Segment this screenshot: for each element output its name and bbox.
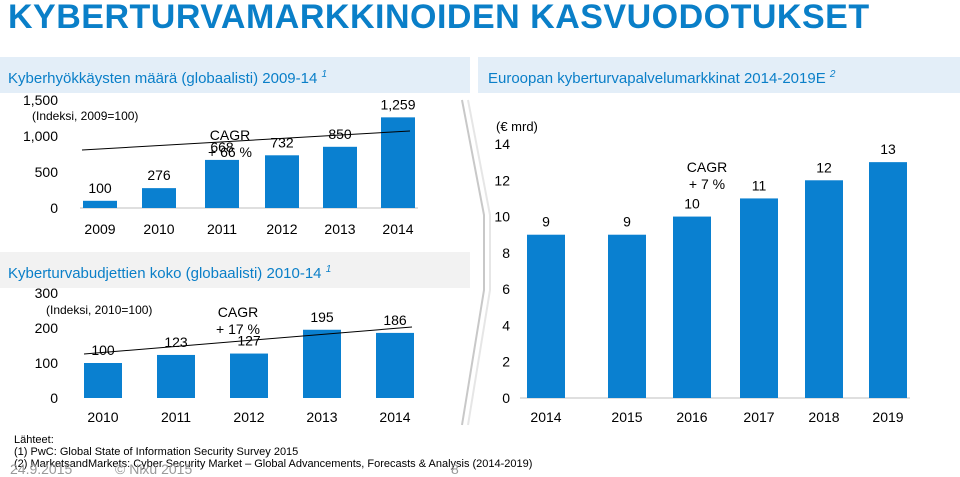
chart-attacks-category-label: 2014 (382, 221, 413, 237)
chart-budgets-category-label: 2014 (379, 409, 410, 425)
chart-attacks-bar (265, 155, 299, 208)
chart-budgets-bar (376, 332, 414, 398)
chart-budgets-y-tick: 0 (50, 390, 58, 406)
chart-budgets-y-tick: 200 (35, 320, 59, 336)
chart-europe-bar (869, 162, 907, 398)
chart-budgets-value-label: 186 (383, 312, 407, 328)
chart-europe-value-label: 11 (752, 177, 767, 193)
header-budgets: Kyberturvabudjettien koko (globaalisti) … (0, 252, 470, 288)
chart-budgets-category-label: 2011 (161, 409, 191, 425)
header-budgets-footnote: 1 (325, 264, 332, 275)
chart-attacks-value-label: 668 (210, 139, 234, 155)
chart-europe-y-tick: 12 (494, 172, 510, 188)
chart-attacks-category-label: 2011 (207, 221, 237, 237)
chart-attacks-y-tick: 1,000 (23, 128, 58, 144)
chart-attacks-cagr-title: CAGR (210, 127, 250, 143)
chart-budgets-bar (230, 353, 268, 398)
chart-europe-value-label: 9 (542, 214, 550, 230)
chart-europe-y-tick: 8 (502, 245, 510, 261)
source-1: (1) PwC: Global State of Information Sec… (14, 446, 299, 458)
panel-divider (461, 99, 485, 426)
chart-attacks-category-label: 2013 (324, 221, 355, 237)
chart-europe-cagr-value: + 7 % (689, 176, 725, 192)
chart-europe-category-label: 2019 (872, 409, 903, 425)
chart-europe-value-label: 10 (684, 196, 700, 212)
chart-budgets-value-label: 195 (310, 309, 334, 325)
panel-divider-shadow (467, 99, 491, 426)
chart-attacks-bar (323, 146, 357, 208)
header-attacks-label: Kyberhyökkäysten määrä (globaalisti) 200… (8, 70, 318, 87)
chart-attacks-cagr-value: + 66 % (208, 144, 252, 160)
chart-attacks-bar (142, 188, 176, 208)
footer-date: 24.9.2015 (10, 461, 73, 477)
chart-europe-bar (740, 198, 778, 398)
page-title: KYBERTURVAMARKKINOIDEN KASVUODOTUKSET (8, 0, 870, 36)
chart-attacks-y-tick: 0 (50, 200, 58, 216)
source-2: (2) MarketsandMarkets: Cyber Security Ma… (14, 458, 533, 470)
chart-budgets-bar (157, 354, 195, 398)
header-europe-market: Euroopan kyberturvapalvelumarkkinat 2014… (478, 57, 960, 93)
chart-budgets-category-label: 2012 (233, 409, 264, 425)
chart-budgets-bar (303, 329, 341, 398)
header-attacks: Kyberhyökkäysten määrä (globaalisti) 200… (0, 57, 470, 93)
chart-europe-y-tick: 10 (494, 209, 510, 225)
chart-attacks-value-label: 732 (270, 134, 294, 150)
chart-europe-bar (673, 216, 711, 398)
chart-europe-y-tick: 6 (502, 281, 510, 297)
chart-europe-y-tick: 2 (502, 354, 510, 370)
chart-budgets-cagr-title: CAGR (218, 304, 258, 320)
chart-europe-bar (805, 180, 843, 398)
chart-attacks-value-label: 100 (88, 180, 112, 196)
chart-europe-bar (608, 234, 646, 398)
header-budgets-label: Kyberturvabudjettien koko (globaalisti) … (8, 265, 322, 282)
chart-budgets-y-tick: 300 (35, 285, 59, 301)
chart-europe-value-label: 13 (880, 141, 896, 157)
chart-budgets-cagr-arrow (83, 326, 413, 355)
chart-attacks-bar (205, 159, 239, 208)
chart-budgets-cagr-value: + 17 % (216, 321, 260, 337)
chart-attacks-value-label: 276 (147, 167, 171, 183)
header-attacks-footnote: 1 (321, 69, 328, 80)
chart-europe-y-tick: 0 (502, 390, 510, 406)
sources-heading: Lähteet: (14, 434, 54, 446)
chart-attacks-category-label: 2010 (143, 221, 174, 237)
chart-attacks-y-tick: 500 (35, 164, 59, 180)
chart-attacks-category-label: 2009 (84, 221, 115, 237)
header-europe-footnote: 2 (829, 69, 836, 80)
chart-attacks-value-label: 850 (328, 126, 352, 142)
chart-europe-bar (527, 234, 565, 398)
footer-page-number: 8 (451, 461, 459, 477)
chart-europe-cagr-title: CAGR (687, 159, 727, 175)
chart-attacks-cagr-arrow (81, 130, 411, 151)
chart-europe-unit-note: (€ mrd) (496, 119, 538, 134)
chart-europe-category-label: 2015 (611, 409, 642, 425)
chart-budgets-bar (84, 363, 122, 398)
chart-attacks-category-label: 2012 (266, 221, 297, 237)
chart-europe-category-label: 2016 (676, 409, 707, 425)
chart-europe-category-label: 2014 (530, 409, 561, 425)
chart-europe-category-label: 2018 (808, 409, 839, 425)
footer-copyright: © Nixu 2015 (115, 461, 193, 477)
chart-europe-value-label: 9 (623, 214, 631, 230)
chart-europe-value-label: 12 (816, 159, 832, 175)
chart-europe-y-tick: 14 (494, 136, 510, 152)
chart-attacks-bar (83, 200, 117, 208)
chart-europe-category-label: 2017 (743, 409, 774, 425)
chart-budgets-unit-note: (Indeksi, 2010=100) (46, 303, 152, 317)
chart-attacks-value-label: 1,259 (380, 96, 415, 112)
chart-attacks-y-tick: 1,500 (23, 92, 58, 108)
chart-budgets-y-tick: 100 (35, 355, 59, 371)
chart-attacks-unit-note: (Indeksi, 2009=100) (32, 109, 138, 123)
chart-budgets-category-label: 2013 (306, 409, 337, 425)
header-europe-label: Euroopan kyberturvapalvelumarkkinat 2014… (488, 70, 826, 87)
chart-budgets-value-label: 100 (91, 342, 115, 358)
chart-europe-y-tick: 4 (502, 317, 510, 333)
chart-budgets-category-label: 2010 (87, 409, 118, 425)
